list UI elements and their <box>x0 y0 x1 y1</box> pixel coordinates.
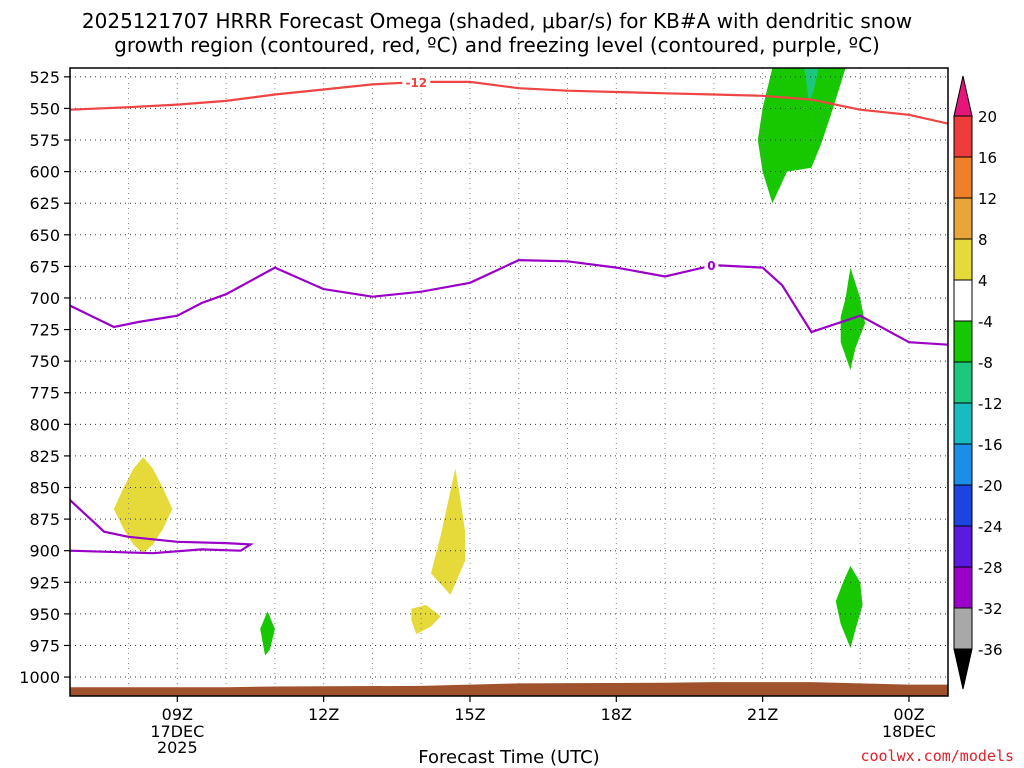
credit-label: coolwx.com/models <box>860 747 1014 765</box>
colorbar-segment-7 <box>953 402 973 445</box>
omega-region-3 <box>260 611 275 656</box>
colorbar-label-5: -4 <box>978 313 993 331</box>
omega-region-6 <box>835 565 863 648</box>
plot-area: -12 0 525 550 575 600 625 650 675 700 725 750 775 800… <box>19 67 949 757</box>
plot-inner: -12 0 <box>70 68 948 696</box>
y-tick-label-800: 800 <box>29 415 60 434</box>
colorbar-label-10: -24 <box>978 518 1003 536</box>
y-tick-label-900: 900 <box>29 542 60 561</box>
y-tick-label-975: 975 <box>29 636 60 655</box>
terrain-fill <box>70 682 948 696</box>
x-tick-sublabel-00Z: 18DEC <box>882 722 936 741</box>
colorbar-segment-0 <box>953 115 973 158</box>
x-tick-label-15Z: 15Z <box>454 705 485 724</box>
colorbar-segment-12 <box>953 607 973 650</box>
y-tick-label-775: 775 <box>29 384 60 403</box>
x-tick-label-21Z: 21Z <box>747 705 778 724</box>
colorbar-label-3: 8 <box>978 231 988 249</box>
colorbar-label-9: -20 <box>978 477 1003 495</box>
colorbar-segment-4 <box>953 279 973 322</box>
colorbar-top-arrow <box>953 75 973 117</box>
y-tick-label-575: 575 <box>29 131 60 150</box>
plot-frame <box>69 67 949 697</box>
y-tick-label-850: 850 <box>29 479 60 498</box>
chart-title-line1: 2025121707 HRRR Forecast Omega (shaded, … <box>82 9 912 33</box>
y-tick-label-550: 550 <box>29 99 60 118</box>
y-tick-label-600: 600 <box>29 163 60 182</box>
colorbar-label-1: 16 <box>978 149 997 167</box>
colorbar-segment-10 <box>953 525 973 568</box>
x-tick-year-09Z: 2025 <box>157 738 198 757</box>
colorbar-segment-6 <box>953 361 973 404</box>
colorbar-segment-11 <box>953 566 973 609</box>
freezing-contour-label: 0 <box>707 259 715 273</box>
colorbar-segment-8 <box>953 443 973 486</box>
colorbar-label-6: -8 <box>978 354 993 372</box>
colorbar-segment-1 <box>953 156 973 199</box>
dgz-contour-line <box>70 80 948 125</box>
x-tick-label-18Z: 18Z <box>601 705 632 724</box>
omega-region-4 <box>757 68 846 204</box>
freezing-contour-line <box>70 258 948 346</box>
colorbar-label-8: -16 <box>978 436 1003 454</box>
colorbar-label-4: 4 <box>978 272 988 290</box>
y-tick-label-925: 925 <box>29 573 60 592</box>
omega-region-2 <box>411 605 441 635</box>
x-tick-label-12Z: 12Z <box>308 705 339 724</box>
colorbar-label-0: 20 <box>978 108 997 126</box>
y-tick-label-1000: 1000 <box>19 668 60 687</box>
colorbar-label-13: -36 <box>978 641 1003 659</box>
x-axis-title: Forecast Time (UTC) <box>418 747 599 768</box>
y-tick-label-950: 950 <box>29 605 60 624</box>
y-tick-label-525: 525 <box>29 68 60 87</box>
y-tick-label-650: 650 <box>29 226 60 245</box>
colorbar-segment-3 <box>953 238 973 281</box>
omega-region-1 <box>431 468 466 595</box>
freezing-contour-low-line <box>70 499 254 555</box>
x-tick-label-00Z: 00Z <box>893 705 924 724</box>
y-tick-label-875: 875 <box>29 510 60 529</box>
y-tick-label-825: 825 <box>29 447 60 466</box>
y-tick-label-700: 700 <box>29 289 60 308</box>
y-tick-label-625: 625 <box>29 194 60 213</box>
x-tick-sublabel-09Z: 17DEC <box>150 722 204 741</box>
colorbar-segment-2 <box>953 197 973 240</box>
freezing-label-bg <box>704 258 719 273</box>
colorbar-label-12: -32 <box>978 600 1003 618</box>
colorbar: 20 16 12 8 4 -4 -8 -12 -16 -20 -24 -28 -32 -36 <box>953 75 1003 690</box>
colorbar-label-11: -28 <box>978 559 1003 577</box>
y-tick-label-725: 725 <box>29 321 60 340</box>
y-tick-label-675: 675 <box>29 257 60 276</box>
chart-title-line2: growth region (contoured, red, ºC) and f… <box>114 33 880 57</box>
y-tick-label-750: 750 <box>29 352 60 371</box>
dgz-contour-label: -12 <box>405 76 427 90</box>
colorbar-segment-9 <box>953 484 973 527</box>
omega-region-0 <box>113 457 173 554</box>
dgz-label-bg <box>402 74 431 89</box>
colorbar-bottom-arrow <box>953 648 973 690</box>
colorbar-label-7: -12 <box>978 395 1003 413</box>
colorbar-label-2: 12 <box>978 190 997 208</box>
colorbar-segment-5 <box>953 320 973 363</box>
x-tick-label-09Z: 09Z <box>162 705 193 724</box>
